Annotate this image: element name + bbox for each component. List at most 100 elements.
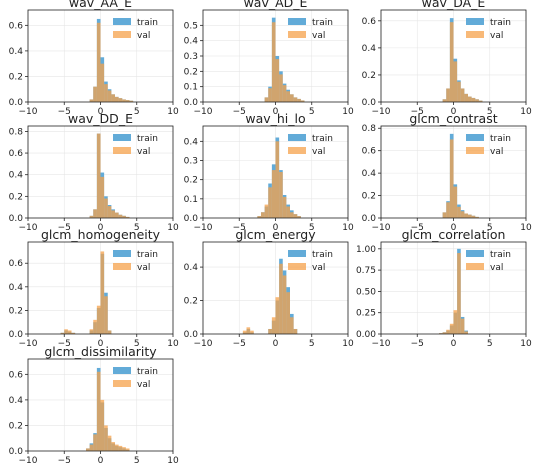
histogram-bar-val xyxy=(457,206,461,218)
legend-label-val: val xyxy=(137,31,150,41)
histogram-bar-val xyxy=(115,212,119,218)
x-tick-label: −5 xyxy=(58,107,71,117)
panel-title: glcm_energy xyxy=(235,227,316,242)
histogram-panel: glcm_homogeneity −10 −5 0 5 10 0.0 0.2 0.4 0.6 tra… xyxy=(9,227,179,349)
x-tick-label: 10 xyxy=(167,456,179,466)
x-tick-label: 5 xyxy=(309,339,315,349)
y-tick-label: 0.0 xyxy=(184,98,199,108)
histogram-bar-val xyxy=(261,212,265,218)
histogram-bar-val xyxy=(93,209,97,218)
histogram-bar-val xyxy=(100,399,105,451)
x-tick-label: −5 xyxy=(411,107,424,117)
legend-label-val: val xyxy=(490,263,503,273)
histogram-bar-val xyxy=(282,196,287,218)
x-tick-label: 5 xyxy=(487,223,493,233)
histogram-bar-val xyxy=(286,292,290,334)
histogram-bar-val xyxy=(286,206,290,218)
y-tick-label: 0.4 xyxy=(9,283,24,293)
x-tick-label: 0 xyxy=(98,456,104,466)
histogram-bar-val xyxy=(242,330,247,334)
x-tick-label: −10 xyxy=(19,339,38,349)
x-tick-label: −5 xyxy=(411,339,424,349)
histogram-panel: wav_DA_E −10 −5 0 5 10 0.0 0.2 0.4 0.6 train val xyxy=(362,0,532,117)
y-tick-label: 0.8 xyxy=(362,124,377,134)
x-tick-label: 5 xyxy=(487,107,493,117)
histogram-bar-val xyxy=(250,330,254,334)
histogram-bar-val xyxy=(468,214,472,218)
y-tick-label: 0.8 xyxy=(9,127,24,137)
histogram-bar-val xyxy=(264,204,269,218)
x-tick-label: 10 xyxy=(167,339,179,349)
legend-label-train: train xyxy=(137,134,158,144)
x-tick-label: 0 xyxy=(273,107,279,117)
y-tick-label: 0.0 xyxy=(9,214,24,224)
x-tick-label: 0 xyxy=(451,107,457,117)
histogram-bar-val xyxy=(104,198,108,218)
histogram-bar-val xyxy=(122,215,126,218)
x-tick-label: 0 xyxy=(98,107,104,117)
y-tick-label: 0.4 xyxy=(362,44,377,54)
x-tick-label: 5 xyxy=(134,339,140,349)
y-tick-label: 0.75 xyxy=(356,266,376,276)
histogram-bar-val xyxy=(89,215,94,218)
histogram-bar-val xyxy=(446,88,450,102)
histogram-bar-val xyxy=(279,74,283,102)
legend-label-val: val xyxy=(490,147,503,157)
legend-label-train: train xyxy=(312,250,333,260)
histogram-bar-val xyxy=(271,317,276,334)
y-tick-label: 0.2 xyxy=(9,306,23,316)
histogram-bar-val xyxy=(104,84,108,102)
y-tick-label: 0.6 xyxy=(362,17,377,27)
histogram-bar-val xyxy=(268,187,272,218)
y-tick-label: 0.4 xyxy=(184,263,199,273)
y-tick-label: 0.2 xyxy=(9,421,23,431)
y-tick-label: 0.2 xyxy=(362,71,376,81)
y-tick-label: 0.50 xyxy=(356,287,376,297)
legend-swatch-val xyxy=(466,147,484,154)
histogram-bar-val xyxy=(464,93,468,102)
y-tick-label: 0.6 xyxy=(9,149,24,159)
y-tick-label: 0.0 xyxy=(184,214,199,224)
x-tick-label: 0 xyxy=(98,339,104,349)
x-tick-label: 0 xyxy=(451,223,457,233)
histogram-bar-val xyxy=(457,81,461,102)
legend-label-val: val xyxy=(137,147,150,157)
histogram-bar-val xyxy=(453,310,458,334)
y-tick-label: 0.4 xyxy=(9,171,24,181)
y-tick-label: 0.6 xyxy=(9,370,24,380)
histogram-bar-val xyxy=(439,333,443,334)
legend-label-val: val xyxy=(312,31,325,41)
x-tick-label: 0 xyxy=(273,339,279,349)
histogram-bar-val xyxy=(111,442,115,451)
histogram-bar-val xyxy=(275,59,280,102)
legend-label-val: val xyxy=(312,263,325,273)
legend-label-train: train xyxy=(312,18,333,28)
y-tick-label: 0.1 xyxy=(184,195,198,205)
y-tick-label: 0.4 xyxy=(184,37,199,47)
legend-swatch-train xyxy=(113,18,131,25)
histogram-bar-val xyxy=(118,98,123,102)
histogram-bar-val xyxy=(96,133,101,218)
panel-title: glcm_contrast xyxy=(409,111,497,126)
legend-swatch-val xyxy=(466,31,484,38)
legend-label-train: train xyxy=(312,134,333,144)
histogram-bar-val xyxy=(453,186,458,218)
panel-title: glcm_homogeneity xyxy=(41,227,161,242)
histogram-bar-val xyxy=(100,176,105,218)
legend-label-train: train xyxy=(137,18,158,28)
histogram-bar-val xyxy=(453,61,458,102)
histogram-bar-val xyxy=(442,212,447,218)
histogram-bar-val xyxy=(111,94,115,102)
x-tick-label: 10 xyxy=(342,223,354,233)
x-tick-label: −5 xyxy=(58,223,71,233)
histogram-bar-val xyxy=(268,88,272,102)
histogram-bar-val xyxy=(122,447,126,451)
y-tick-label: 0.4 xyxy=(9,396,24,406)
y-tick-label: 0.6 xyxy=(9,21,24,31)
x-tick-label: −10 xyxy=(194,223,213,233)
y-tick-label: 0.2 xyxy=(9,72,23,82)
x-tick-label: −10 xyxy=(194,107,213,117)
legend-swatch-train xyxy=(466,18,484,25)
x-tick-label: −5 xyxy=(58,339,71,349)
histogram-panel: wav_AA_E −10 −5 0 5 10 0.0 0.2 0.4 0.6 train val xyxy=(9,0,179,117)
